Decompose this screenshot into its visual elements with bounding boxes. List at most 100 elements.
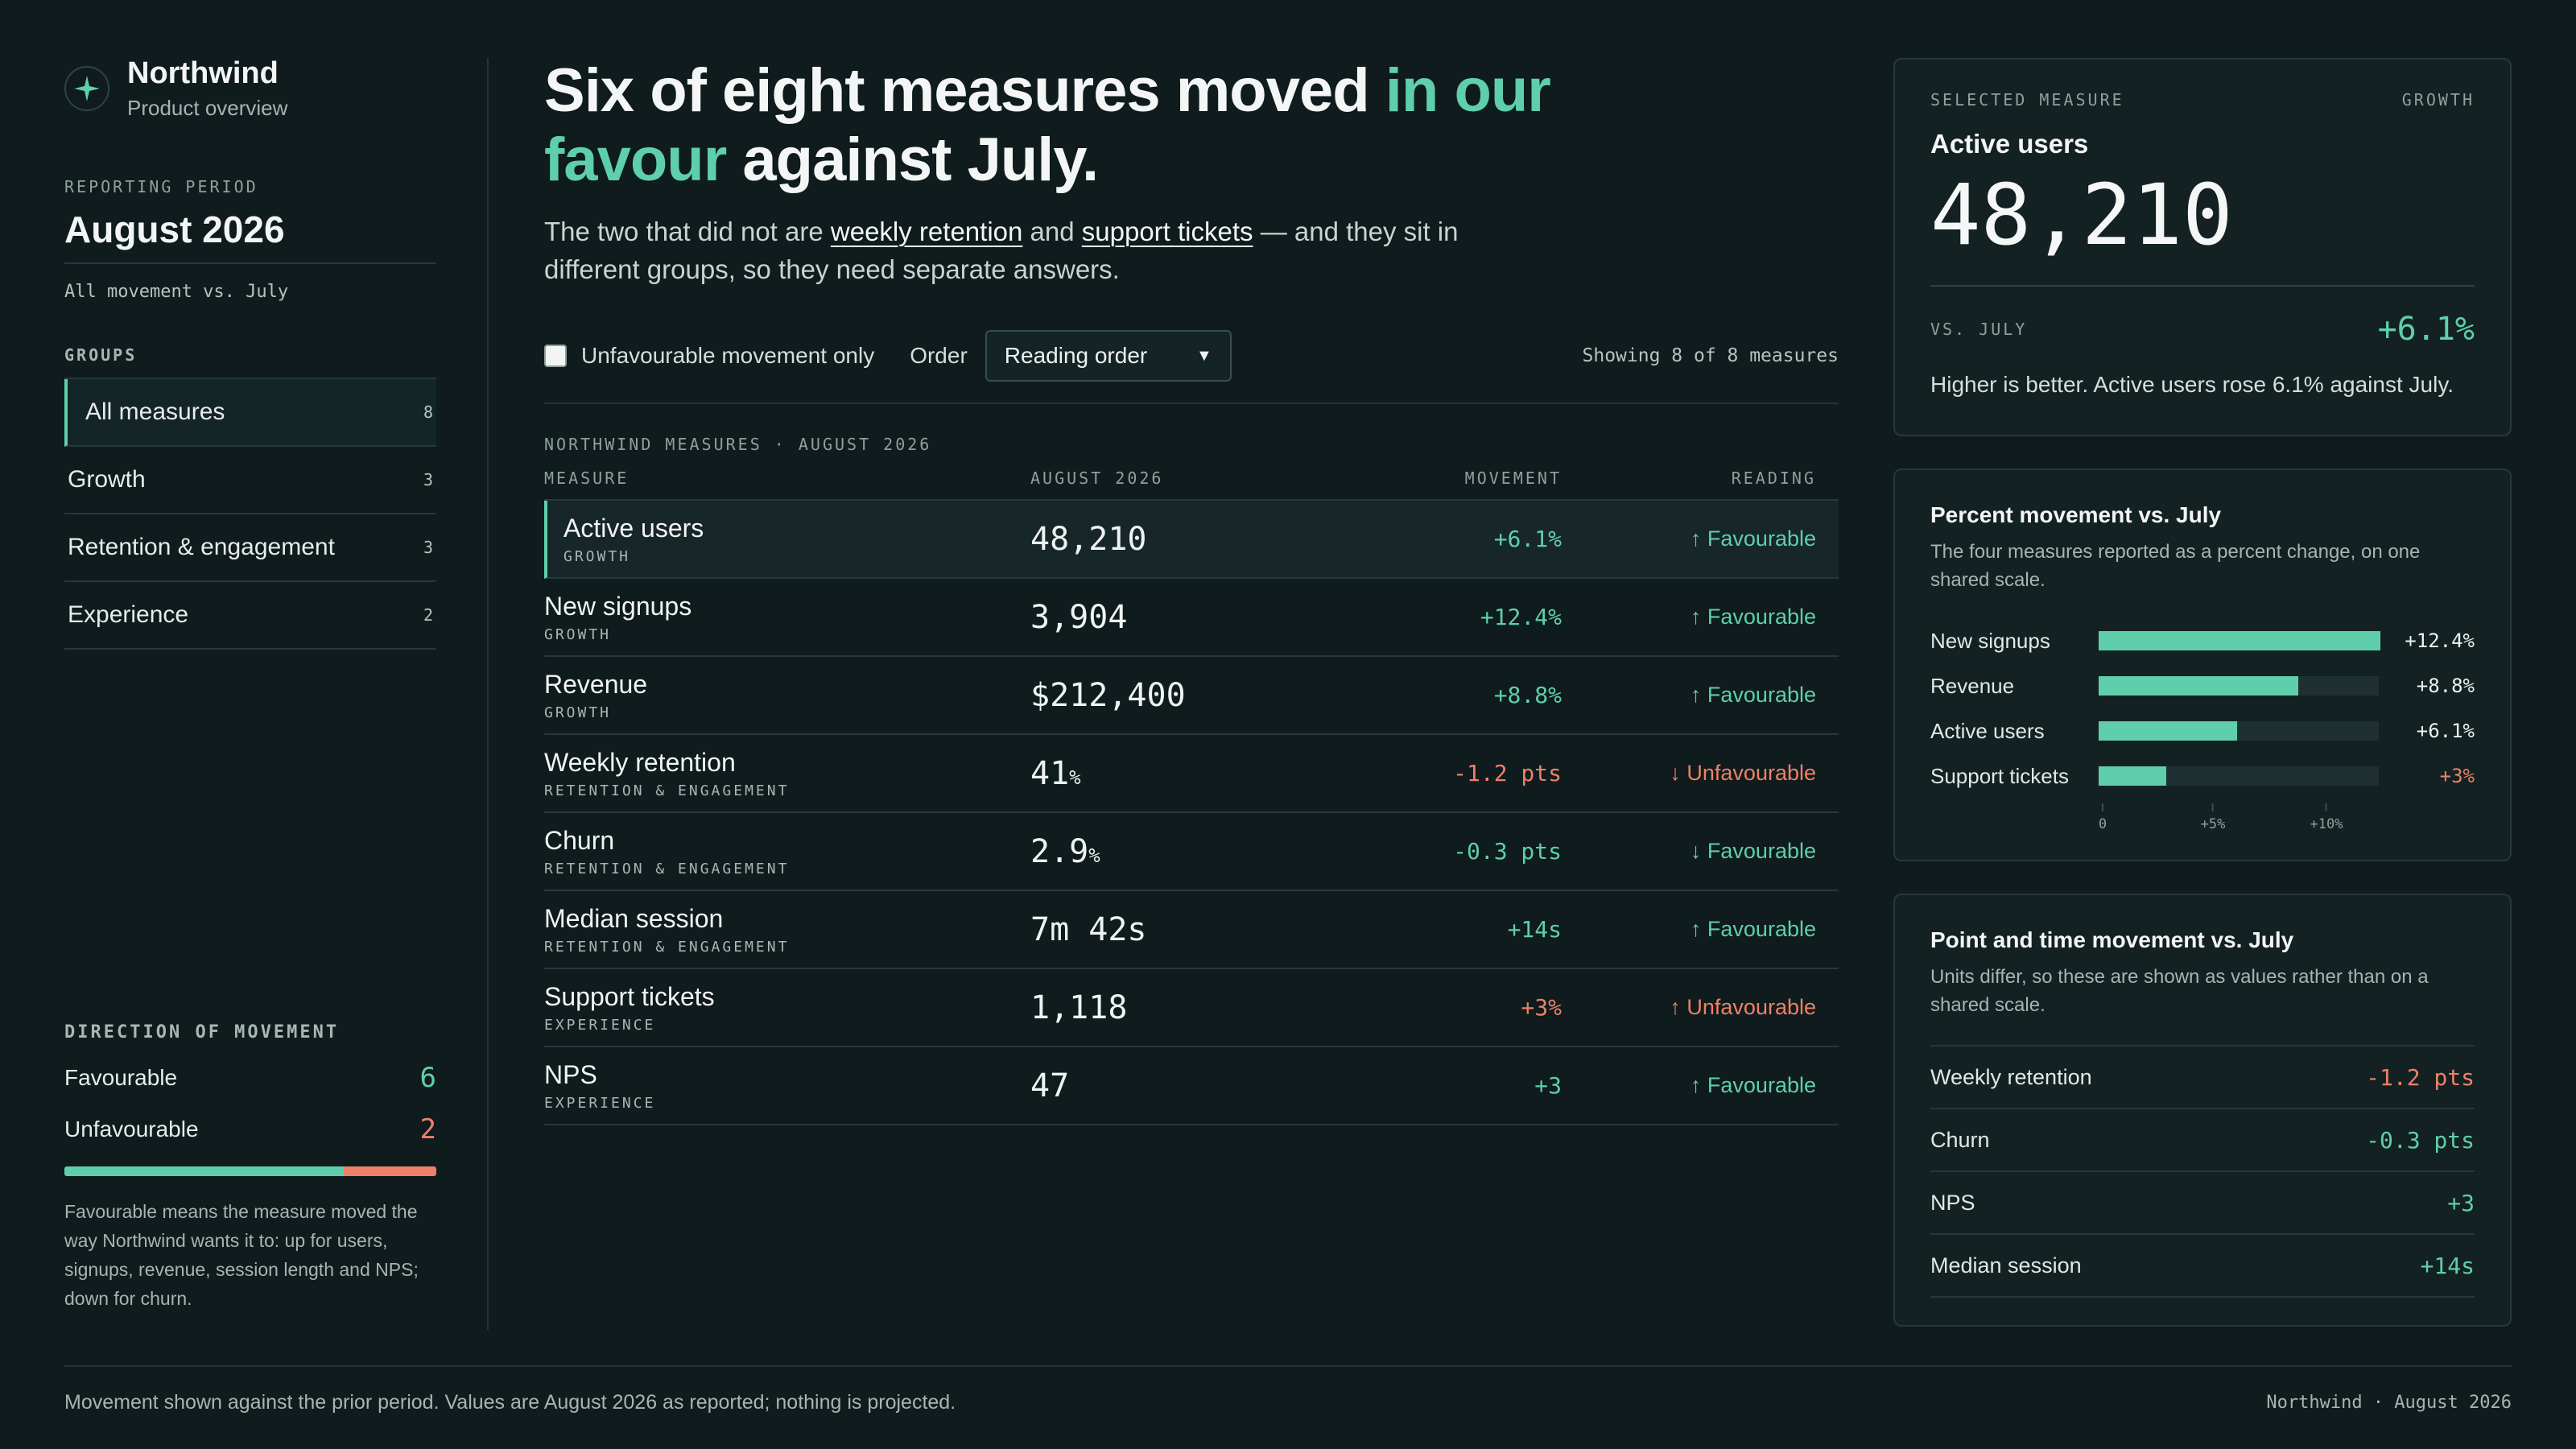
measure-name: Weekly retention xyxy=(544,747,736,777)
movement-value: +6.1% xyxy=(1493,526,1562,552)
table-caption: NORTHWIND MEASURES · AUGUST 2026 xyxy=(544,435,932,454)
measure-cell: Support tickets EXPERIENCE xyxy=(544,982,1030,1034)
measure-name: Churn xyxy=(544,825,615,855)
group-item-all-measures[interactable]: All measures 8 xyxy=(64,379,436,447)
movement-value: +14s xyxy=(1507,916,1562,943)
percent-panel-subtitle: The four measures reported as a percent … xyxy=(1930,541,2421,591)
point-movement-label: NPS xyxy=(1930,1190,1975,1215)
period-note: All movement vs. July xyxy=(64,282,289,302)
point-panel-subtitle: Units differ, so these are shown as valu… xyxy=(1930,966,2429,1016)
point-movement-row: Churn -0.3 pts xyxy=(1930,1109,2475,1172)
favourable-count: 6 xyxy=(419,1062,436,1094)
table-row[interactable]: Revenue GROWTH $212,400 +8.8% ↑ Favourable xyxy=(544,657,1839,735)
group-item-experience[interactable]: Experience 2 xyxy=(64,582,436,650)
selected-value: 48,210 xyxy=(1930,166,2475,287)
tick-label: +5% xyxy=(2201,803,2226,832)
headline-part2: against July. xyxy=(726,126,1099,194)
favourable-row: Favourable 6 xyxy=(64,1062,436,1094)
vs-july-label: VS. JULY xyxy=(1930,320,2028,339)
bar xyxy=(2098,631,2380,650)
group-item-growth[interactable]: Growth 3 xyxy=(64,447,436,514)
measure-cell: New signups GROWTH xyxy=(544,592,1030,643)
point-movement-row: Weekly retention -1.2 pts xyxy=(1930,1046,2475,1109)
point-movement-value: +3 xyxy=(2447,1189,2475,1216)
selected-description: Higher is better. Active users rose 6.1%… xyxy=(1930,372,2454,397)
reading-value: ↑ Favourable xyxy=(1690,605,1816,629)
order-select[interactable]: Reading order ▼ xyxy=(985,330,1232,382)
col-header-reading: READING xyxy=(1731,469,1816,488)
value-cell: 48,210 xyxy=(1030,521,1304,558)
measure-cell: Churn RETENTION & ENGAGEMENT xyxy=(544,826,1030,877)
compass-star-icon xyxy=(64,66,109,111)
reading-value: ↓ Favourable xyxy=(1690,839,1816,863)
movement-value: +12.4% xyxy=(1480,604,1562,630)
period-value: August 2026 xyxy=(64,208,436,264)
measure-cell: Active users GROWTH xyxy=(547,514,1030,565)
tick-label: +10% xyxy=(2310,803,2343,832)
dek-part1: The two that did not are xyxy=(544,217,831,246)
group-count: 3 xyxy=(423,470,433,489)
selected-label: SELECTED MEASURE xyxy=(1930,90,2124,109)
bar-value-label: +12.4% xyxy=(2405,630,2475,652)
unfavourable-only-checkbox[interactable] xyxy=(544,345,567,367)
point-movement-value: -1.2 pts xyxy=(2366,1063,2475,1091)
table-row[interactable]: New signups GROWTH 3,904 +12.4% ↑ Favourable xyxy=(544,579,1839,657)
group-item-retention-engagement[interactable]: Retention & engagement 3 xyxy=(64,514,436,582)
tick-label: 0 xyxy=(2099,803,2107,832)
table-row[interactable]: NPS EXPERIENCE 47 +3 ↑ Favourable xyxy=(544,1047,1839,1125)
bar-track xyxy=(2098,721,2379,741)
measure-group: RETENTION & ENGAGEMENT xyxy=(544,860,790,877)
reading-value: ↑ Favourable xyxy=(1690,917,1816,941)
value-cell: 47 xyxy=(1030,1067,1304,1104)
measure-cell: Revenue GROWTH xyxy=(544,670,1030,721)
group-list: All measures 8 Growth 3 Retention & enga… xyxy=(64,378,436,650)
direction-summary: DIRECTION OF MOVEMENT Favourable 6 Unfav… xyxy=(64,1022,436,1313)
table-row[interactable]: Active users GROWTH 48,210 +6.1% ↑ Favourabl… xyxy=(544,501,1839,579)
bar-label: Active users xyxy=(1930,718,2045,743)
value-unit: % xyxy=(1088,844,1100,867)
point-movement-label: Churn xyxy=(1930,1127,1990,1152)
measure-group: GROWTH xyxy=(544,704,612,721)
table-row[interactable]: Median session RETENTION & ENGAGEMENT 7m 4… xyxy=(544,891,1839,969)
table-row[interactable]: Weekly retention RETENTION & ENGAGEMENT 41… xyxy=(544,735,1839,813)
brand: Northwind Product overview xyxy=(64,56,436,121)
bar-value-label: +6.1% xyxy=(2416,720,2475,742)
bar-label: Support tickets xyxy=(1930,763,2069,788)
group-label: Growth xyxy=(68,466,146,493)
reading-value: ↓ Unfavourable xyxy=(1670,761,1816,785)
selected-group: GROWTH xyxy=(2401,90,2475,109)
movement-value: -0.3 pts xyxy=(1453,838,1562,865)
group-label: Experience xyxy=(68,601,189,628)
link-support-tickets[interactable]: support tickets xyxy=(1081,217,1253,246)
link-weekly-retention[interactable]: weekly retention xyxy=(830,217,1023,246)
group-count: 2 xyxy=(423,605,433,625)
unfavourable-only-label[interactable]: Unfavourable movement only xyxy=(581,343,875,368)
point-movement-row: NPS +3 xyxy=(1930,1172,2475,1235)
measure-name: Active users xyxy=(564,513,704,543)
table-row[interactable]: Support tickets EXPERIENCE 1,118 +3% ↑ Unfav… xyxy=(544,969,1839,1047)
order-select-value: Reading order xyxy=(1004,343,1148,368)
brand-subtitle: Product overview xyxy=(127,96,288,120)
bar-track xyxy=(2098,766,2379,786)
favourable-label: Favourable xyxy=(64,1065,178,1090)
chevron-down-icon: ▼ xyxy=(1195,346,1212,365)
measure-name: New signups xyxy=(544,591,692,621)
movement-value: +8.8% xyxy=(1493,682,1562,708)
group-count: 3 xyxy=(423,538,433,557)
point-panel-title: Point and time movement vs. July xyxy=(1930,927,2294,952)
reading-value: ↑ Favourable xyxy=(1690,526,1816,551)
dek-part2: and xyxy=(1022,217,1082,246)
bar-row: Active users +6.1% xyxy=(1930,708,2475,753)
measures-table: Active users GROWTH 48,210 +6.1% ↑ Favourabl… xyxy=(544,501,1839,1125)
measure-group: GROWTH xyxy=(544,625,612,643)
filters-divider xyxy=(544,402,1839,404)
measure-group: GROWTH xyxy=(564,547,631,565)
table-row[interactable]: Churn RETENTION & ENGAGEMENT 2.9% -0.3 pts ↓… xyxy=(544,813,1839,891)
measure-cell: NPS EXPERIENCE xyxy=(544,1060,1030,1112)
chart-axis: 0 +5% +10% xyxy=(2099,803,2381,836)
value-cell: 7m 42s xyxy=(1030,911,1304,948)
measure-group: EXPERIENCE xyxy=(544,1016,656,1034)
bar xyxy=(2098,766,2167,786)
movement-value: +3 xyxy=(1534,1072,1562,1099)
dek: The two that did not are weekly retentio… xyxy=(544,213,1558,288)
